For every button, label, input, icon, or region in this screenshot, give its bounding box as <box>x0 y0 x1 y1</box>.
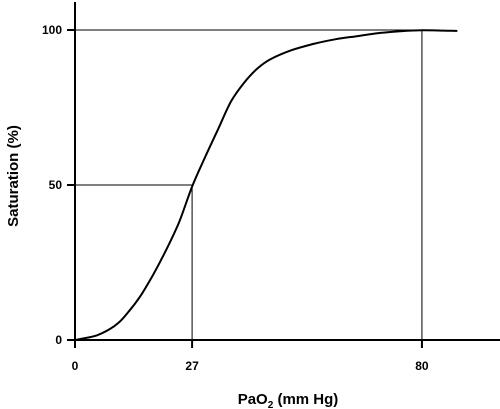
x-axis-title-prefix: PaO <box>238 391 268 408</box>
x-axis-title-suffix: (mm Hg) <box>273 391 338 408</box>
x-tick-label-0: 0 <box>72 359 79 373</box>
y-tick-label-0: 0 <box>55 333 62 347</box>
x-axis-title-subscript: 2 <box>268 400 274 409</box>
y-axis-title: Saturation (%) <box>5 125 22 227</box>
x-axis-title: PaO2 (mm Hg) <box>238 391 339 409</box>
y-tick-label-100: 100 <box>42 23 62 37</box>
x-tick-label-80: 80 <box>415 359 429 373</box>
saturation-curve <box>74 29 458 341</box>
x-tick-label-27: 27 <box>185 359 199 373</box>
plot-area: 0 50 100 0 27 80 <box>42 2 500 373</box>
y-tick-label-50: 50 <box>49 178 63 192</box>
